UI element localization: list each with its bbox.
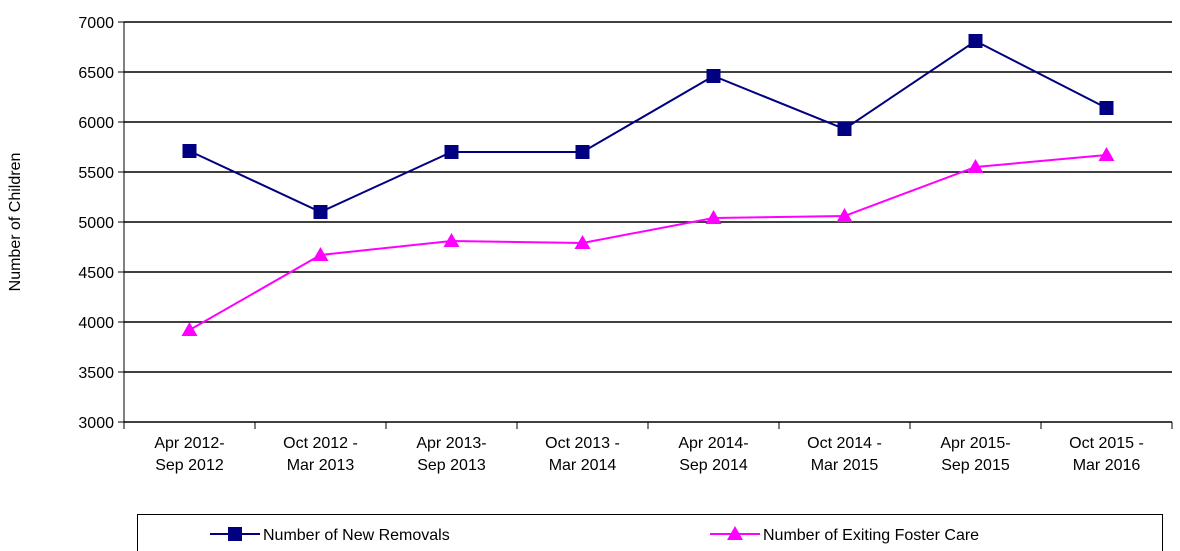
legend-marker <box>727 526 743 540</box>
x-tick-label-line: Apr 2014- <box>678 435 748 452</box>
y-tick-label: 3000 <box>78 415 114 432</box>
x-tick-label: Apr 2014- Sep 2014 <box>678 435 748 474</box>
x-tick-label-line: Sep 2015 <box>941 457 1010 474</box>
x-tick-label-line: Mar 2013 <box>287 457 355 474</box>
x-tick-label-line: Sep 2012 <box>155 457 224 474</box>
data-point <box>706 69 721 83</box>
data-point <box>705 210 722 224</box>
x-tick-label-line: Oct 2015 - <box>1069 435 1144 452</box>
legend-marker <box>228 527 242 541</box>
x-tick-label-line: Sep 2014 <box>679 457 748 474</box>
data-point <box>181 322 198 336</box>
x-tick-label: Apr 2015- Sep 2015 <box>940 435 1010 474</box>
y-tick-label: 5000 <box>78 215 114 232</box>
y-tick-label: 6000 <box>78 115 114 132</box>
data-point <box>313 205 328 219</box>
x-tick-label-line: Apr 2013- <box>416 435 486 452</box>
data-point <box>1098 147 1115 161</box>
x-tick-label: Apr 2012- Sep 2012 <box>154 435 224 474</box>
x-tick-label-line: Apr 2012- <box>154 435 224 452</box>
x-tick-label: Oct 2015 - Mar 2016 <box>1069 435 1144 474</box>
data-point <box>444 145 459 159</box>
x-tick-label-line: Apr 2015- <box>940 435 1010 452</box>
x-tick-label: Oct 2013 - Mar 2014 <box>545 435 620 474</box>
x-tick-label: Oct 2012 - Mar 2013 <box>283 435 358 474</box>
x-tick-label-line: Oct 2012 - <box>283 435 358 452</box>
data-point <box>443 233 460 247</box>
data-point <box>1099 101 1114 115</box>
series-line <box>189 39 1107 214</box>
legend-label: Number of New Removals <box>263 527 450 544</box>
x-tick-label-line: Mar 2014 <box>549 457 617 474</box>
y-tick-label: 7000 <box>78 15 114 32</box>
legend-box <box>137 514 1163 551</box>
y-tick-label: 4500 <box>78 265 114 282</box>
y-axis-label: Number of Children <box>7 153 24 292</box>
data-point <box>182 144 197 158</box>
x-tick-label: Apr 2013- Sep 2013 <box>416 435 486 474</box>
data-point <box>836 208 853 222</box>
data-point <box>837 122 852 136</box>
data-point <box>967 159 984 173</box>
data-point <box>575 145 590 159</box>
data-point <box>312 247 329 261</box>
y-tick-label: 5500 <box>78 165 114 182</box>
x-tick-label-line: Oct 2013 - <box>545 435 620 452</box>
x-tick-label-line: Sep 2013 <box>417 457 486 474</box>
data-point <box>968 34 983 48</box>
x-tick-label-line: Oct 2014 - <box>807 435 882 452</box>
x-tick-label-line: Mar 2016 <box>1073 457 1141 474</box>
y-tick-label: 4000 <box>78 315 114 332</box>
y-tick-label: 3500 <box>78 365 114 382</box>
x-tick-label-line: Mar 2015 <box>811 457 879 474</box>
legend-label: Number of Exiting Foster Care <box>763 527 979 544</box>
series-line <box>189 154 1107 331</box>
y-tick-label: 6500 <box>78 65 114 82</box>
data-point <box>574 235 591 249</box>
x-tick-label: Oct 2014 - Mar 2015 <box>807 435 882 474</box>
